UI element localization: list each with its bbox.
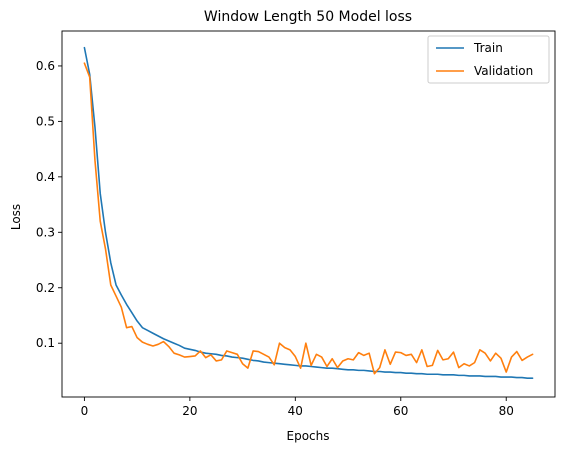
y-tick-label: 0.2	[36, 281, 55, 295]
x-tick-label: 80	[499, 404, 514, 418]
x-axis-label: Epochs	[287, 429, 330, 443]
y-tick-label: 0.3	[36, 225, 55, 239]
y-tick-label: 0.4	[36, 170, 55, 184]
y-tick-label: 0.6	[36, 59, 55, 73]
legend-label-validation: Validation	[474, 64, 533, 78]
chart-title: Window Length 50 Model loss	[204, 9, 412, 25]
series-line-validation	[84, 63, 532, 374]
y-tick-label: 0.5	[36, 114, 55, 128]
legend-label-train: Train	[473, 41, 503, 55]
x-tick-label: 60	[393, 404, 408, 418]
x-tick-label: 20	[182, 404, 197, 418]
y-axis-label: Loss	[9, 204, 23, 230]
plot-area: 0 20 40 60 80 0.1 0.2 0.3 0.4 0.5 0.6	[36, 31, 555, 418]
plot-frame	[62, 31, 555, 397]
x-tick-label: 0	[81, 404, 89, 418]
series-line-train	[84, 48, 532, 379]
x-tick-label: 40	[288, 404, 303, 418]
legend: Train Validation	[428, 36, 549, 83]
y-tick-label: 0.1	[36, 336, 55, 350]
